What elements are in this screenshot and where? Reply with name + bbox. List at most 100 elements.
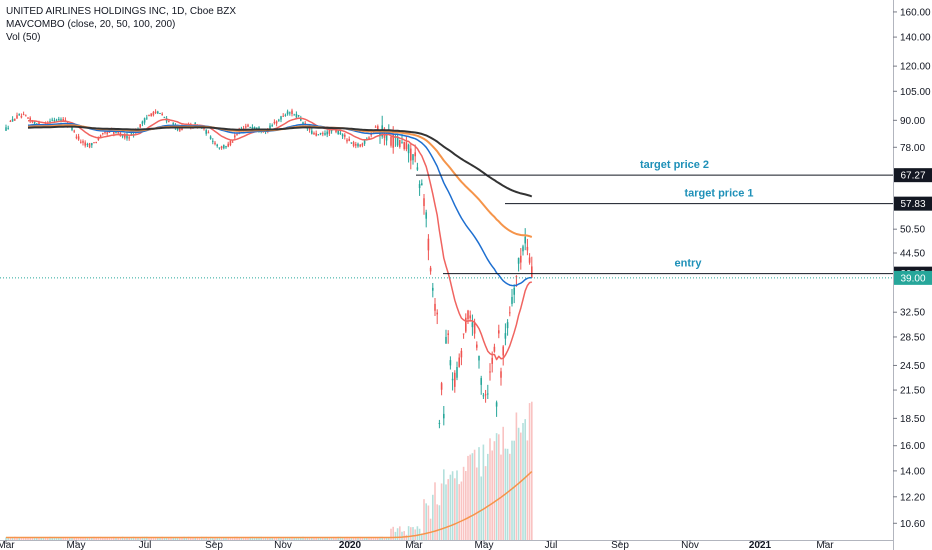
- volume-bar: [291, 536, 293, 540]
- volume-bar: [170, 536, 172, 540]
- volume-bar: [102, 537, 104, 540]
- volume-bar: [445, 484, 447, 540]
- volume-bar: [412, 527, 414, 540]
- volume-bar: [322, 537, 324, 540]
- candle-body: [223, 145, 225, 149]
- candle-body: [93, 142, 95, 144]
- x-tick-label: Jul: [139, 540, 152, 550]
- volume-bar: [370, 537, 372, 540]
- candle-body: [344, 134, 346, 137]
- candle-body: [511, 296, 513, 304]
- y-tick-label: 78.00: [900, 143, 925, 154]
- volume-bar: [194, 537, 196, 540]
- candle-body: [421, 183, 423, 186]
- volume-bar: [137, 537, 139, 540]
- candle-body: [308, 128, 311, 131]
- level-price-tag: [894, 196, 932, 211]
- y-tick-label: 160.00: [900, 7, 931, 18]
- level-price-tag-label: 57.83: [900, 199, 925, 210]
- ma50-line: [27, 122, 532, 287]
- volume-bar: [355, 537, 357, 540]
- volume-bar: [348, 537, 350, 540]
- candle-body: [515, 276, 518, 278]
- volume-bar: [185, 537, 188, 540]
- candle-body: [9, 120, 12, 122]
- volume-bar: [234, 536, 236, 540]
- volume-bar: [168, 537, 170, 540]
- y-tick-label: 44.50: [900, 249, 925, 260]
- volume-bar: [423, 499, 425, 540]
- candle-body: [150, 113, 152, 117]
- volume-bar: [333, 536, 335, 540]
- candle-body: [225, 145, 227, 148]
- volume-bar: [427, 505, 430, 540]
- candle-body: [58, 118, 60, 121]
- candle-body: [438, 422, 441, 424]
- candle-body: [401, 142, 403, 144]
- volume-bar: [522, 423, 524, 540]
- candle-body: [377, 126, 379, 130]
- volume-bar: [306, 537, 309, 540]
- volume-bar: [407, 526, 410, 540]
- volume-bar: [183, 536, 185, 540]
- candle-body: [181, 127, 183, 131]
- candle-body: [75, 136, 78, 138]
- candle-body: [425, 212, 427, 219]
- level-label: entry: [675, 258, 703, 270]
- candle-body: [207, 132, 210, 134]
- volume-bar: [308, 537, 311, 540]
- volume-bar: [161, 536, 163, 540]
- volume-bar: [513, 440, 515, 540]
- candle-body: [326, 131, 328, 135]
- candle-body: [526, 246, 529, 251]
- volume-bar: [108, 537, 111, 540]
- candle-body: [443, 413, 445, 419]
- volume-bar: [163, 537, 166, 540]
- candle-body: [18, 114, 20, 116]
- candle-body: [282, 115, 284, 117]
- volume-bar: [42, 537, 45, 540]
- candle-body: [509, 312, 511, 314]
- candle-body: [414, 152, 416, 157]
- candle-body: [315, 133, 317, 136]
- volume-bar: [449, 474, 452, 540]
- candle-body: [513, 287, 515, 295]
- candle-body: [84, 142, 86, 146]
- volume-bar: [64, 537, 67, 540]
- volume-bar: [385, 537, 388, 540]
- candle-body: [168, 120, 170, 122]
- volume-bar: [172, 537, 174, 540]
- candle-body: [506, 322, 509, 329]
- candle-body: [322, 133, 324, 135]
- candle-body: [130, 133, 133, 135]
- ma100-line: [27, 124, 533, 238]
- volume-bar: [231, 537, 234, 540]
- candle-body: [231, 141, 234, 143]
- volume-bar: [174, 537, 177, 540]
- volume-bar: [44, 537, 47, 540]
- volume-bar: [317, 537, 320, 540]
- x-tick-label: Sep: [611, 540, 629, 550]
- candle-body: [476, 344, 478, 348]
- volume-bar: [275, 537, 278, 540]
- candle-body: [374, 126, 377, 128]
- candle-body: [482, 395, 485, 397]
- x-tick-label: May: [475, 540, 494, 550]
- volume-bar: [443, 469, 445, 540]
- volume-bar: [403, 531, 405, 540]
- volume-bar: [416, 526, 419, 540]
- volume-bar: [143, 536, 146, 540]
- volume-bar: [361, 537, 364, 540]
- volume-bar: [132, 536, 135, 540]
- candle-body: [317, 134, 320, 136]
- volume-bar: [394, 531, 397, 540]
- volume-bar: [176, 537, 179, 540]
- volume-bar: [33, 536, 36, 540]
- candle-body: [275, 121, 278, 124]
- candle-body: [352, 142, 355, 146]
- volume-bar: [146, 536, 148, 540]
- volume-bar: [91, 537, 93, 540]
- x-tick-label: May: [67, 540, 86, 550]
- volume-bar: [181, 537, 183, 540]
